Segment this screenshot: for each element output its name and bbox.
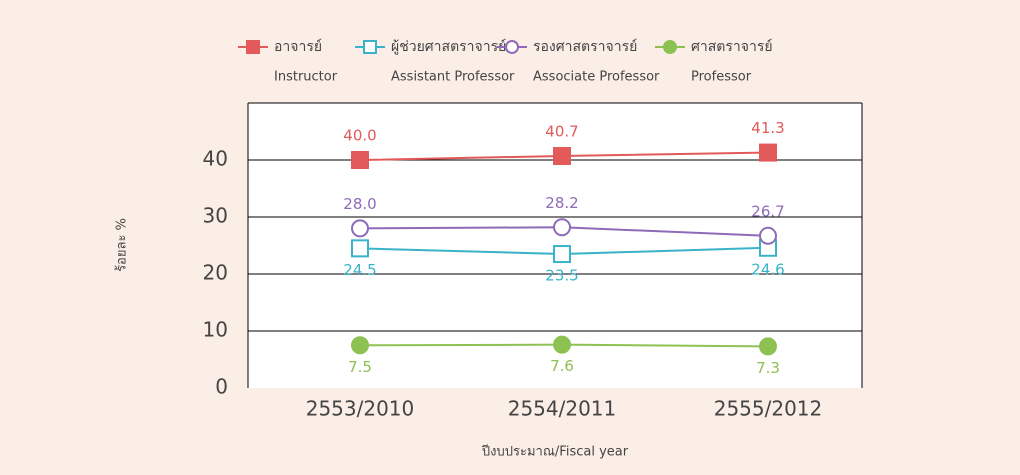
data-point (553, 218, 571, 237)
data-label: 40.7 (545, 123, 578, 141)
data-point (351, 219, 369, 238)
legend-label: อาจารย์ (274, 38, 322, 55)
data-point (759, 143, 777, 162)
data-label: 41.3 (751, 119, 784, 137)
data-label: 26.7 (751, 202, 784, 220)
x-axis-label: ปีงบประมาณ/Fiscal year (481, 444, 629, 460)
data-point (759, 337, 777, 356)
data-point (351, 336, 369, 355)
data-point (553, 335, 571, 354)
legend-marker (363, 40, 377, 54)
data-label: 24.6 (751, 260, 784, 278)
data-point (351, 239, 369, 258)
data-label: 24.5 (343, 261, 376, 279)
data-label: 28.0 (343, 195, 376, 213)
y-tick-label: 30 (203, 204, 228, 228)
legend-marker (663, 40, 677, 54)
data-label: 23.5 (545, 267, 578, 285)
y-tick-label: 0 (215, 375, 228, 399)
legend-label-en: Professor (691, 70, 752, 85)
data-label: 7.6 (550, 357, 574, 375)
data-point (759, 226, 777, 245)
legend-label-en: Associate Professor (533, 70, 660, 85)
legend-label-en: Instructor (274, 70, 338, 85)
y-tick-label: 20 (203, 261, 228, 285)
data-point (351, 151, 369, 169)
data-label: 28.2 (545, 194, 578, 212)
y-tick-label: 10 (203, 318, 228, 342)
legend-marker (246, 40, 260, 54)
x-tick-label: 2553/2010 (306, 397, 415, 421)
legend-label: ศาสตราจารย์ (691, 38, 773, 55)
legend-label: ผู้ช่วยศาสตราจารย์ (391, 38, 506, 55)
legend-label: รองศาสตราจารย์ (533, 38, 637, 55)
data-point (553, 245, 571, 264)
data-label: 7.5 (348, 358, 372, 376)
x-tick-label: 2554/2011 (508, 397, 617, 421)
data-label: 40.0 (343, 127, 376, 145)
data-label: 7.3 (756, 359, 780, 377)
legend-label-en: Assistant Professor (391, 70, 515, 85)
y-axis-label: ร้อยละ % (115, 218, 130, 272)
y-tick-label: 40 (203, 147, 228, 171)
data-point (553, 147, 571, 166)
x-tick-label: 2555/2012 (714, 397, 823, 421)
legend-marker (505, 40, 519, 54)
